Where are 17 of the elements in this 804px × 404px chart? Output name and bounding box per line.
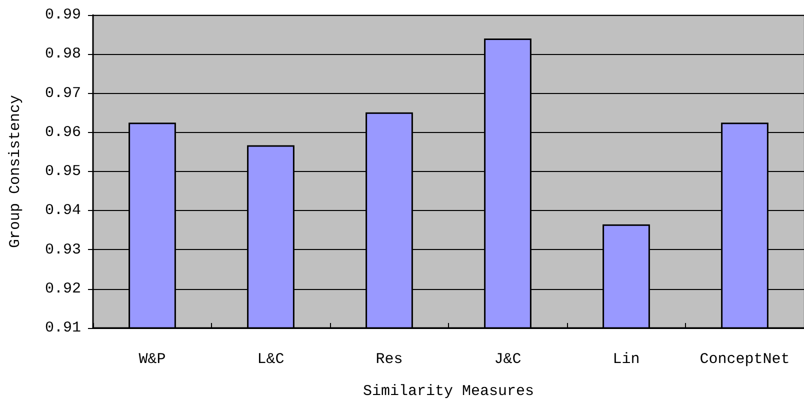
x-axis-title: Similarity Measures (362, 383, 534, 400)
y-axis-title: Group Consistency (7, 94, 24, 248)
y-tick-label: 0.98 (44, 46, 81, 63)
y-tick-label: 0.95 (44, 163, 81, 180)
y-tick-label: 0.99 (44, 6, 81, 24)
x-tick-label: J&C (494, 351, 522, 368)
y-tick-label: 0.92 (44, 280, 81, 298)
y-tick-label: 0.91 (44, 320, 81, 336)
y-tick-label: 0.94 (44, 202, 81, 220)
y-tick-label: 0.96 (44, 124, 81, 141)
x-tick-label: ConceptNet (700, 351, 790, 368)
x-tick-label: W&P (138, 351, 166, 368)
x-tick-label: Lin (612, 351, 640, 368)
x-tick-label: L&C (257, 351, 284, 368)
y-tick-label: 0.97 (44, 84, 81, 102)
y-tick-label: 0.93 (44, 241, 81, 258)
x-tick-label: Res (376, 351, 403, 368)
